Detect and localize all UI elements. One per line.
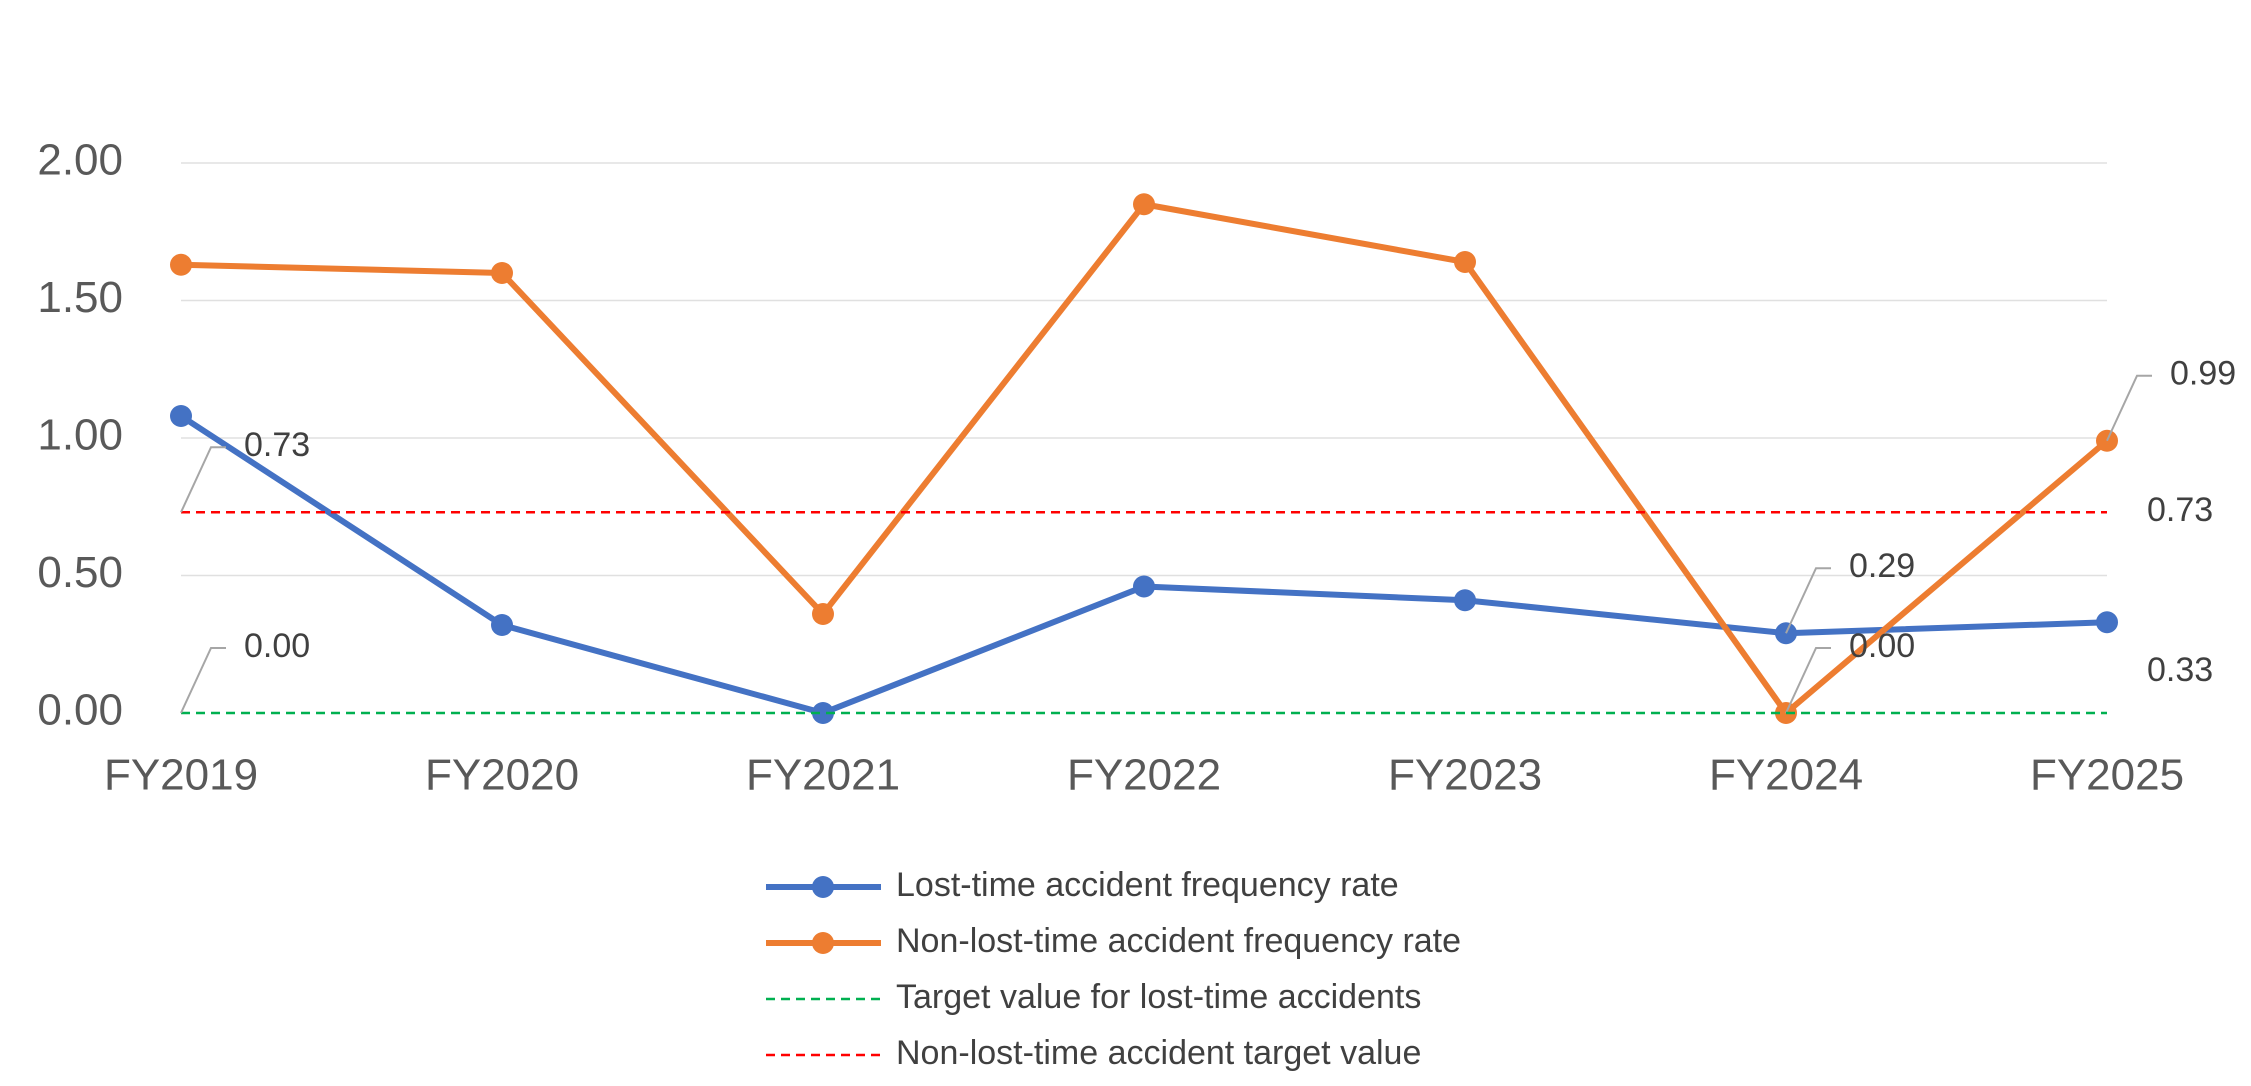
x-tick-label: FY2020	[425, 751, 579, 800]
x-tick-label: FY2024	[1709, 751, 1863, 800]
data-point	[812, 702, 834, 724]
legend-marker	[812, 932, 834, 954]
series-line	[179, 413, 2108, 716]
data-point	[1454, 589, 1476, 612]
y-tick-label: 1.00	[37, 411, 123, 460]
data-point	[1133, 575, 1155, 598]
legend-label: Lost-time accident frequency rate	[896, 866, 1399, 904]
x-tick-label: FY2019	[104, 751, 258, 800]
x-tick-label: FY2025	[2030, 751, 2184, 800]
data-label: 0.73	[244, 426, 310, 464]
legend-label: Non-lost-time accident target value	[896, 1034, 1421, 1072]
series-line	[180, 201, 2109, 716]
data-label: 0.33	[2147, 651, 2213, 689]
x-tick-label: FY2023	[1388, 751, 1542, 800]
data-point	[491, 614, 513, 636]
legend-label: Non-lost-time accident frequency rate	[896, 922, 1461, 960]
y-tick-label: 0.00	[37, 686, 123, 735]
data-label: 0.29	[1849, 547, 1915, 585]
data-point	[170, 405, 192, 427]
data-label: 0.99	[2170, 355, 2236, 393]
data-point	[1133, 193, 1155, 216]
leader-line	[2106, 374, 2152, 442]
leader-line	[1785, 567, 1831, 634]
y-tick-label: 0.50	[37, 548, 123, 597]
data-point	[1454, 251, 1476, 273]
leader-line	[180, 647, 226, 714]
leader-line	[180, 446, 226, 513]
y-tick-label: 1.50	[37, 273, 123, 322]
data-label: 0.73	[2147, 491, 2213, 529]
data-point	[491, 262, 513, 284]
y-tick-label: 2.00	[37, 136, 123, 185]
data-point	[2096, 611, 2118, 634]
data-label: 0.00	[1849, 627, 1915, 665]
x-tick-label: FY2022	[1067, 751, 1221, 800]
data-point	[812, 603, 834, 625]
x-tick-label: FY2021	[746, 751, 900, 800]
legend-label: Target value for lost-time accidents	[896, 978, 1421, 1016]
data-label: 0.00	[244, 627, 310, 665]
legend-marker	[812, 876, 834, 898]
leader-line	[1785, 647, 1831, 714]
data-point	[170, 253, 192, 276]
